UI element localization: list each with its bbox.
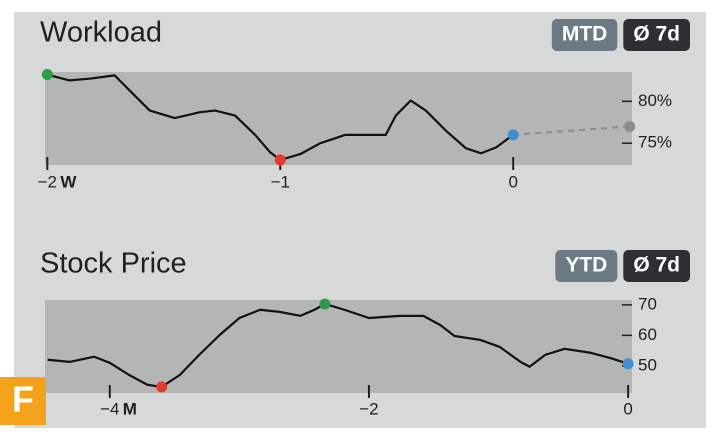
projection-line xyxy=(513,125,630,136)
y-tick-label: 70 xyxy=(638,294,657,313)
x-tick-label: −1 xyxy=(271,172,290,191)
chart-title: Stock Price xyxy=(40,248,187,280)
badge-text: YTD xyxy=(565,254,607,277)
min-point xyxy=(274,154,286,166)
projection-point xyxy=(624,120,636,132)
x-tick-label: −2 xyxy=(359,399,378,418)
x-tick-label: 0 xyxy=(623,399,632,418)
max-point xyxy=(41,69,53,81)
line xyxy=(47,73,514,162)
y-tick-label: 80% xyxy=(638,91,672,110)
y-tick-label: 50 xyxy=(638,355,657,374)
x-unit: W xyxy=(60,172,77,191)
last-point xyxy=(622,358,634,370)
badge-text: MTD xyxy=(562,23,608,46)
figure-label: F xyxy=(12,379,34,420)
badge: Ø 7d xyxy=(623,19,690,51)
x-unit: M xyxy=(123,399,137,418)
plot-area xyxy=(45,300,632,393)
badge-text: Ø 7d xyxy=(633,23,680,46)
x-tick-label: −4 xyxy=(100,399,119,418)
badge-text: Ø 7d xyxy=(633,254,680,277)
badge-box xyxy=(551,19,618,51)
y-tick-label: 75% xyxy=(638,133,672,152)
plot-area xyxy=(45,72,632,165)
badge: YTD xyxy=(555,250,618,282)
chart-title: Workload xyxy=(40,17,162,49)
badge: Ø 7d xyxy=(623,250,690,282)
figure-label-box xyxy=(0,377,46,425)
x-tick-label: 0 xyxy=(508,172,517,191)
last-point xyxy=(507,129,519,141)
badge: MTD xyxy=(551,19,618,51)
badge-box xyxy=(623,250,690,282)
badge-box xyxy=(555,250,618,282)
badge-box xyxy=(623,19,690,51)
y-tick-label: 60 xyxy=(638,325,657,344)
max-point xyxy=(319,298,331,310)
x-tick-label: −2 xyxy=(38,172,57,191)
min-point xyxy=(156,381,168,393)
